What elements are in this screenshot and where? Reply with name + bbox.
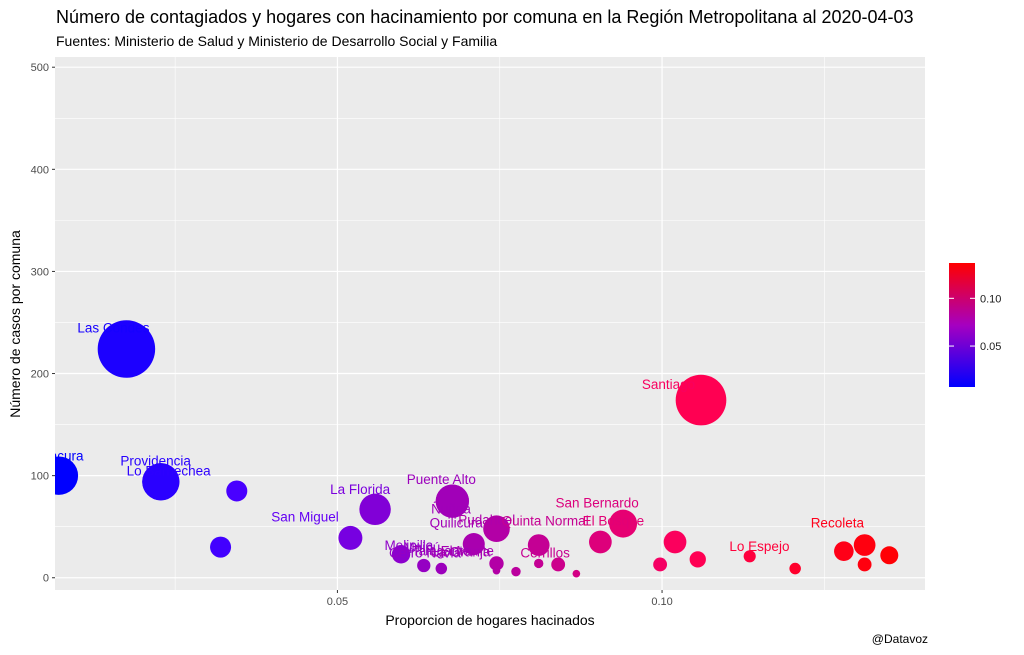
point-label: El Monte [441, 543, 494, 558]
data-point [853, 534, 876, 556]
data-point [492, 566, 501, 575]
data-point [391, 545, 411, 564]
data-point [462, 533, 485, 556]
point-label: Quinta Normal [502, 514, 589, 529]
color-legend-ticks: 0.05 0.10 [949, 293, 1001, 353]
y-tick-label: 200 [31, 369, 49, 381]
data-point [435, 562, 448, 575]
data-point [511, 566, 521, 577]
data-point [653, 557, 668, 572]
y-tick-label: 0 [43, 573, 49, 585]
data-point [880, 546, 899, 565]
data-point [572, 569, 581, 578]
data-points [55, 320, 899, 578]
point-label: Maipú [403, 540, 440, 555]
y-tick-label: 500 [31, 62, 49, 74]
point-label: Recoleta [811, 516, 865, 531]
data-point [142, 463, 180, 501]
x-tick-label: 0.05 [327, 596, 348, 608]
data-point [743, 550, 756, 563]
point-label: Santiago [642, 377, 695, 392]
data-point [417, 558, 431, 573]
data-point [551, 557, 566, 572]
data-point [533, 558, 544, 569]
y-tick-label: 100 [31, 471, 49, 483]
chart-subtitle: Fuentes: Ministerio de Salud y Ministeri… [56, 33, 498, 49]
data-point [609, 509, 638, 538]
y-tick-label: 400 [31, 164, 49, 176]
data-point [55, 456, 79, 495]
data-point [483, 515, 510, 543]
axes: 0 100 200 300 400 500 0.05 0.10 [31, 62, 673, 608]
point-label: Lo Espejo [729, 539, 789, 554]
data-point [527, 534, 550, 556]
point-label: Vitacura [34, 448, 84, 463]
point-label: Quilicura [430, 516, 484, 531]
data-point [489, 556, 504, 571]
point-label: Puente Alto [407, 472, 476, 487]
point-label: San Miguel [271, 510, 339, 525]
data-point [589, 530, 612, 554]
data-point [675, 374, 727, 426]
point-label: Pudahuel [458, 513, 515, 528]
data-point [338, 525, 363, 550]
point-label: Ñuñoa [431, 501, 471, 516]
data-point [97, 320, 156, 378]
data-point [689, 551, 706, 568]
color-legend: 0.05 0.10 [949, 263, 1001, 387]
data-point [834, 541, 854, 561]
x-tick-label: 0.10 [651, 596, 672, 608]
point-label: Cerrillos [520, 545, 570, 560]
data-point [210, 536, 232, 558]
point-label: Talagante [412, 543, 471, 558]
point-label: Providencia [120, 453, 191, 468]
data-point [663, 530, 687, 554]
grid-lines [55, 57, 925, 590]
data-point [857, 557, 872, 572]
point-label: Melipilla [384, 538, 433, 553]
point-label: San Bernardo [555, 495, 638, 510]
legend-tick-label: 0.10 [980, 293, 1001, 305]
y-axis-title: Número de casos por comuna [7, 230, 23, 418]
point-label: El Bosque [583, 514, 645, 529]
data-point [789, 562, 801, 575]
data-point [226, 480, 248, 502]
point-label: Las Condes [77, 321, 149, 336]
point-label: Lo Barnechea [127, 464, 212, 479]
data-point [435, 484, 469, 518]
plot-panel [55, 57, 925, 590]
point-label: La Florida [330, 482, 391, 497]
chart-title: Número de contagiados y hogares con haci… [56, 7, 914, 27]
legend-tick-label: 0.05 [980, 341, 1001, 353]
x-axis-title: Proporcion de hogares hacinados [385, 612, 594, 628]
data-point [359, 493, 391, 526]
point-label: Cerro Navia [389, 545, 462, 560]
color-legend-bar [949, 263, 975, 387]
point-label: La Granja [431, 544, 491, 559]
y-tick-label: 300 [31, 266, 49, 278]
caption: @Datavoz [871, 632, 928, 646]
